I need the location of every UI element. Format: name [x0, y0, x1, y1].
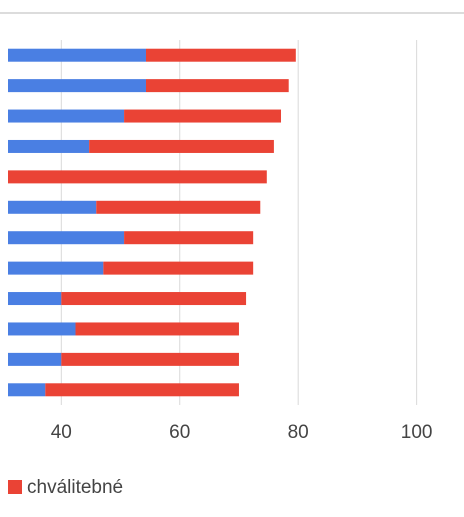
- bar-segment: [61, 292, 247, 306]
- bar-segment: [8, 383, 46, 397]
- bar-segment: [8, 170, 267, 184]
- bar-segment: [8, 292, 62, 306]
- bar-segment: [8, 322, 76, 336]
- bar-segment: [8, 109, 125, 123]
- x-tick-label: 80: [288, 422, 309, 443]
- bar-segment: [8, 200, 97, 214]
- bar-segment: [8, 261, 104, 275]
- bar-segment: [45, 383, 239, 397]
- bar-segment: [75, 322, 239, 336]
- bar-segment: [96, 200, 261, 214]
- bar-segment: [61, 352, 239, 366]
- bar-segment: [8, 79, 146, 93]
- bar-segment: [145, 48, 296, 62]
- x-tick-label: 40: [51, 422, 72, 443]
- legend-swatch: [8, 480, 22, 494]
- bar-segment: [8, 139, 90, 153]
- legend-label: chválitebné: [27, 477, 123, 498]
- bar-segment: [8, 352, 62, 366]
- bar-segment: [8, 231, 125, 245]
- bar-segment: [103, 261, 254, 275]
- x-tick-label: 100: [401, 422, 433, 443]
- bar-segment: [145, 79, 289, 93]
- bar-segment: [124, 109, 282, 123]
- bar-segment: [8, 48, 146, 62]
- bar-segment: [124, 231, 254, 245]
- x-tick-label: 60: [169, 422, 190, 443]
- bar-segment: [89, 139, 274, 153]
